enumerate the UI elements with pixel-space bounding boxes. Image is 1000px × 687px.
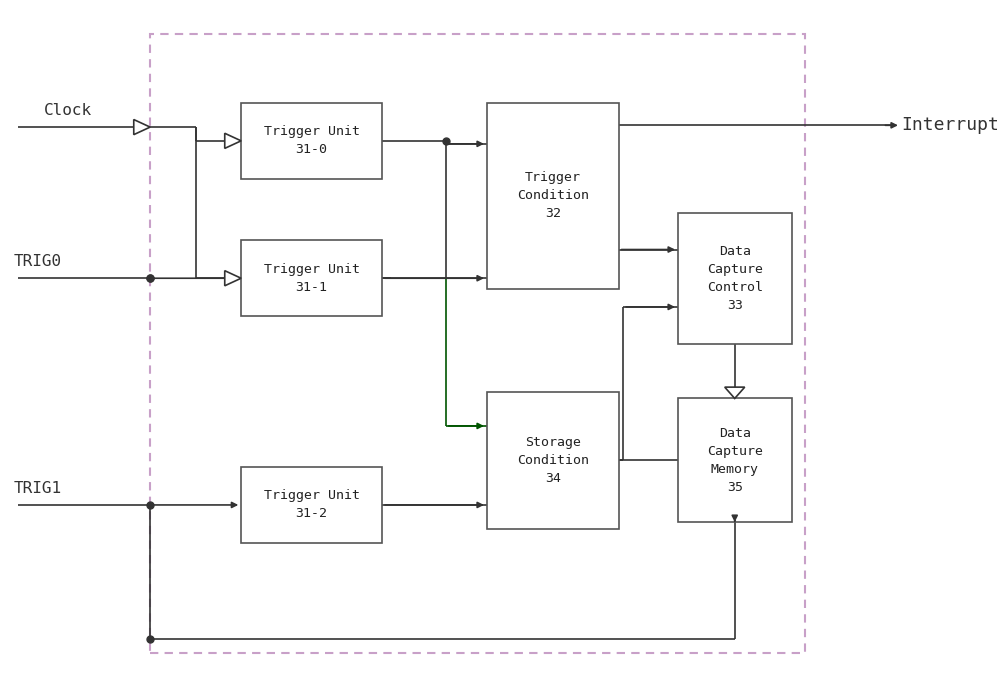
- Bar: [678, 398, 792, 522]
- Text: Trigger Unit
31-1: Trigger Unit 31-1: [264, 262, 360, 294]
- Bar: [241, 467, 382, 543]
- Polygon shape: [225, 133, 241, 148]
- Text: Trigger Unit
31-0: Trigger Unit 31-0: [264, 125, 360, 157]
- Bar: [487, 103, 619, 289]
- Bar: [150, 34, 805, 653]
- Text: Interrupt: Interrupt: [901, 116, 999, 135]
- Text: Trigger Unit
31-2: Trigger Unit 31-2: [264, 489, 360, 521]
- Polygon shape: [134, 120, 150, 135]
- Bar: [241, 240, 382, 316]
- Text: Storage
Condition
34: Storage Condition 34: [517, 436, 589, 485]
- Bar: [678, 213, 792, 344]
- Text: Data
Capture
Control
33: Data Capture Control 33: [707, 245, 763, 312]
- Bar: [241, 103, 382, 179]
- Polygon shape: [225, 271, 241, 286]
- Text: TRIG1: TRIG1: [14, 481, 62, 496]
- Bar: [487, 392, 619, 529]
- Polygon shape: [725, 387, 745, 398]
- Text: TRIG0: TRIG0: [14, 254, 62, 269]
- Text: Clock: Clock: [44, 103, 92, 118]
- Text: Trigger
Condition
32: Trigger Condition 32: [517, 171, 589, 221]
- Text: Data
Capture
Memory
35: Data Capture Memory 35: [707, 427, 763, 494]
